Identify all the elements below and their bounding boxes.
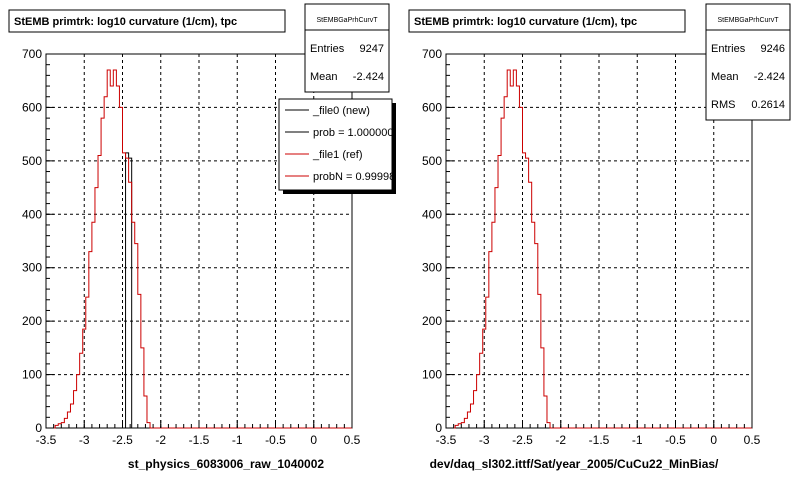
- stats-label: Mean: [711, 71, 739, 83]
- stats-value: 0.2614: [751, 99, 785, 111]
- stats-box: [705, 3, 791, 121]
- legend-label: prob = 1.000000: [313, 127, 393, 139]
- x-tick-label: -2: [555, 433, 566, 447]
- histogram-series-1: [446, 69, 752, 429]
- y-tick-label: 200: [422, 314, 442, 328]
- chart-title: StEMB primtrk: log10 curvature (1/cm), t…: [14, 16, 237, 28]
- y-tick-label: 400: [22, 207, 42, 221]
- stats-label: Entries: [310, 43, 345, 55]
- stats-value: 9247: [360, 43, 384, 55]
- x-axis-label: st_physics_6083006_raw_1040002: [128, 457, 324, 471]
- stats-label: Entries: [711, 43, 746, 55]
- legend-box: [278, 98, 393, 191]
- x-tick-label: -0.5: [665, 433, 686, 447]
- y-tick-label: 400: [422, 207, 442, 221]
- chart-panel-1: -3.5 -3 -2.5 -2 -1.5 -1 -0.5 0 0.5 0 100 200 300 400 5…: [8, 3, 401, 471]
- x-tick-label: -1.5: [589, 433, 610, 447]
- x-axis-label: dev/daq_sl302.ittf/Sat/year_2005/CuCu22_…: [430, 457, 719, 471]
- x-tick-label: -3: [479, 433, 490, 447]
- x-tick-label: -2.5: [512, 433, 533, 447]
- y-tick-label: 500: [22, 154, 42, 168]
- legend-label: _file0 (new): [312, 105, 370, 117]
- stats-label: Mean: [310, 71, 338, 83]
- stats-label: RMS: [711, 99, 735, 111]
- stats-name: StEMBGaPrhCurvT: [316, 17, 378, 24]
- y-tick-label: 700: [422, 47, 442, 61]
- x-tick-label: -3.5: [36, 433, 57, 447]
- histogram-series-2: [46, 69, 352, 429]
- y-tick-label: 600: [422, 100, 442, 114]
- title-box: [8, 9, 286, 33]
- x-tick-label: -2.5: [112, 433, 133, 447]
- y-tick-label: 0: [35, 421, 42, 435]
- stats-name: StEMBGaPrhCurvT: [717, 17, 779, 24]
- legend-label: _file1 (ref): [312, 149, 363, 161]
- stats-box: [304, 3, 390, 93]
- x-tick-label: 0: [310, 433, 317, 447]
- x-tick-label: -3: [79, 433, 90, 447]
- stats-value: 9246: [761, 43, 785, 55]
- stats-value: -2.424: [754, 71, 785, 83]
- y-tick-label: 600: [22, 100, 42, 114]
- y-tick-label: 200: [22, 314, 42, 328]
- chart-title: StEMB primtrk: log10 curvature (1/cm), t…: [414, 16, 637, 28]
- title-box: [408, 9, 686, 33]
- stats-value: -2.424: [353, 71, 384, 83]
- y-tick-label: 0: [435, 421, 442, 435]
- y-tick-label: 100: [422, 368, 442, 382]
- x-tick-label: 0.5: [744, 433, 761, 447]
- y-tick-label: 700: [22, 47, 42, 61]
- chart-panel-2: -3.5 -3 -2.5 -2 -1.5 -1 -0.5 0 0.5 0 100 200 300 400 5…: [408, 3, 791, 471]
- x-tick-label: -0.5: [265, 433, 286, 447]
- x-tick-label: 0: [710, 433, 717, 447]
- legend-entries: _file0 (new) prob = 1.000000 _file1 (ref) p…: [285, 105, 401, 183]
- y-tick-label: 500: [422, 154, 442, 168]
- x-tick-label: -3.5: [436, 433, 457, 447]
- x-tick-label: -1.5: [189, 433, 210, 447]
- y-tick-label: 300: [22, 261, 42, 275]
- x-tick-label: -1: [632, 433, 643, 447]
- x-tick-label: -1: [232, 433, 243, 447]
- legend-label: probN = 0.999980: [313, 171, 401, 183]
- y-tick-label: 300: [422, 261, 442, 275]
- x-tick-label: -2: [155, 433, 166, 447]
- x-tick-label: 0.5: [344, 433, 361, 447]
- y-tick-label: 100: [22, 368, 42, 382]
